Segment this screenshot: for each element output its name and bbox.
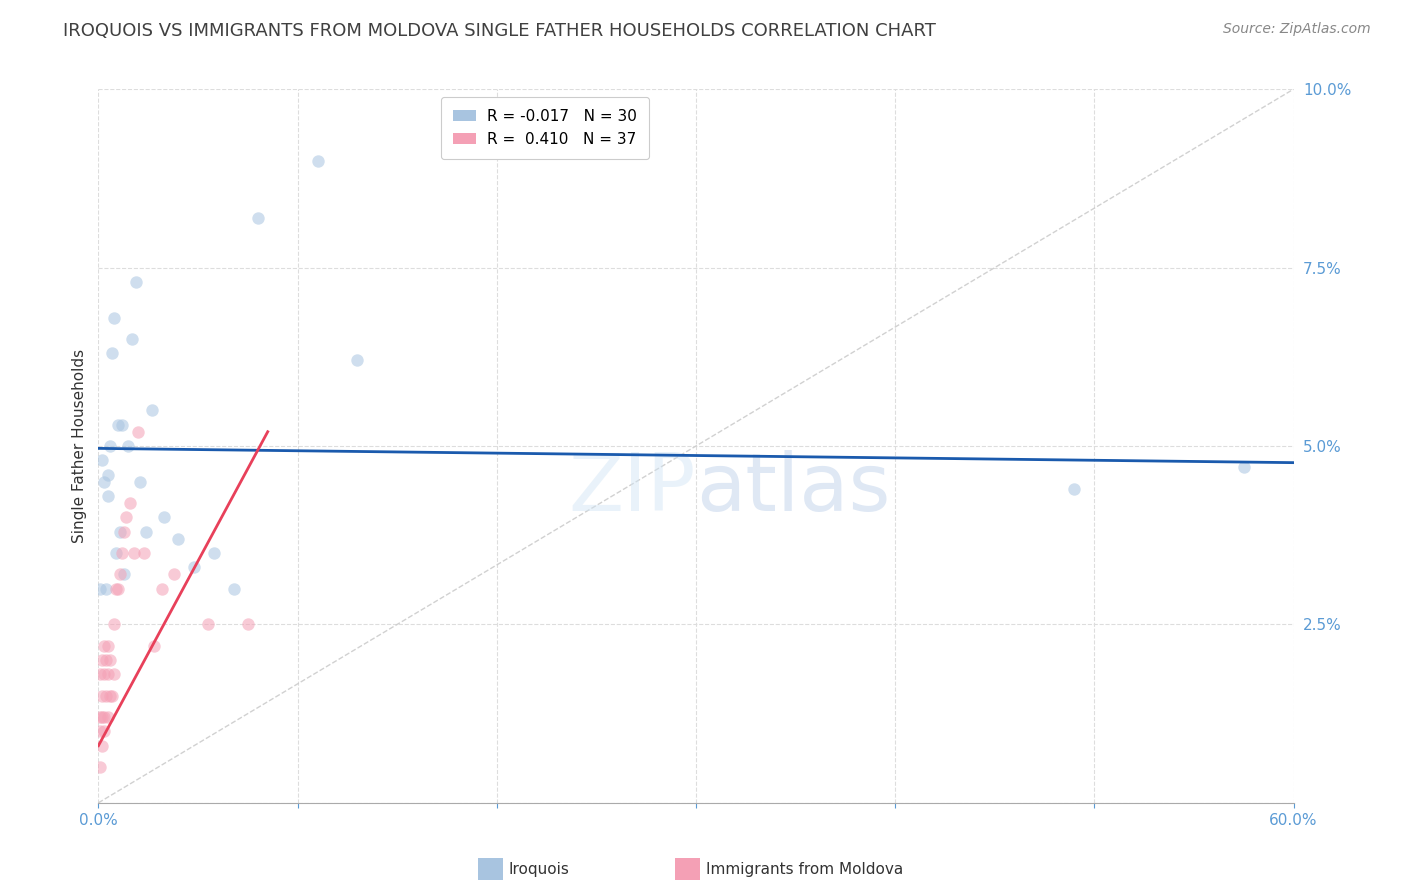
Point (91, 710, 114, 724)
Point (117, 439, 139, 453)
Point (93, 724, 115, 739)
Point (89, 582, 111, 596)
Point (89, 710, 111, 724)
Point (93, 639, 115, 653)
Point (121, 332, 143, 346)
Point (97, 467, 120, 482)
Point (93, 710, 115, 724)
Point (222, 582, 245, 596)
Point (111, 417, 134, 432)
Point (91, 739, 114, 753)
Point (98, 439, 122, 453)
Point (96, 689, 118, 703)
Point (111, 546, 134, 560)
Point (105, 546, 128, 560)
Point (89, 724, 111, 739)
Point (110, 567, 132, 582)
Point (112, 524, 135, 539)
Point (107, 417, 129, 432)
Point (129, 475, 152, 489)
Point (98, 653, 122, 667)
Point (103, 310, 125, 325)
Point (97, 667, 120, 681)
Point (197, 617, 219, 632)
Point (97, 710, 120, 724)
Legend: R = -0.017   N = 30, R =  0.410   N = 37: R = -0.017 N = 30, R = 0.410 N = 37 (440, 97, 648, 159)
Point (107, 582, 129, 596)
Point (97, 489, 120, 503)
Point (96, 582, 118, 596)
Point (135, 524, 157, 539)
Point (101, 689, 124, 703)
Text: Source: ZipAtlas.com: Source: ZipAtlas.com (1223, 22, 1371, 37)
Point (91, 689, 114, 703)
Point (120, 496, 142, 510)
Point (124, 546, 146, 560)
Point (143, 639, 166, 653)
Point (125, 275, 148, 289)
Point (110, 524, 132, 539)
Point (307, 153, 329, 168)
Point (112, 567, 135, 582)
Point (93, 667, 115, 681)
Point (105, 582, 128, 596)
Point (202, 546, 225, 560)
Point (134, 546, 156, 560)
Point (103, 617, 125, 632)
Point (93, 475, 115, 489)
Point (98, 689, 122, 703)
Point (89, 667, 111, 681)
Text: IROQUOIS VS IMMIGRANTS FROM MOLDOVA SINGLE FATHER HOUSEHOLDS CORRELATION CHART: IROQUOIS VS IMMIGRANTS FROM MOLDOVA SING… (63, 22, 936, 40)
Text: Immigrants from Moldova: Immigrants from Moldova (706, 863, 903, 877)
Point (141, 403, 163, 417)
Point (236, 617, 259, 632)
Point (89, 760, 111, 774)
Point (91, 653, 114, 667)
Point (163, 567, 186, 582)
Point (115, 510, 138, 524)
Point (153, 510, 176, 524)
Text: Iroquois: Iroquois (509, 863, 569, 877)
Point (101, 346, 124, 360)
Point (167, 532, 190, 546)
Point (183, 560, 205, 574)
Point (1233, 460, 1256, 475)
Point (346, 353, 368, 368)
Point (150, 582, 173, 596)
Point (246, 211, 269, 225)
Text: ZIP: ZIP (568, 450, 696, 528)
Point (97, 639, 120, 653)
Point (103, 667, 125, 681)
Point (91, 453, 114, 467)
Point (96, 653, 118, 667)
Point (1063, 482, 1085, 496)
Point (127, 425, 149, 439)
Y-axis label: Single Father Households: Single Father Households (72, 349, 87, 543)
Text: atlas: atlas (696, 450, 890, 528)
